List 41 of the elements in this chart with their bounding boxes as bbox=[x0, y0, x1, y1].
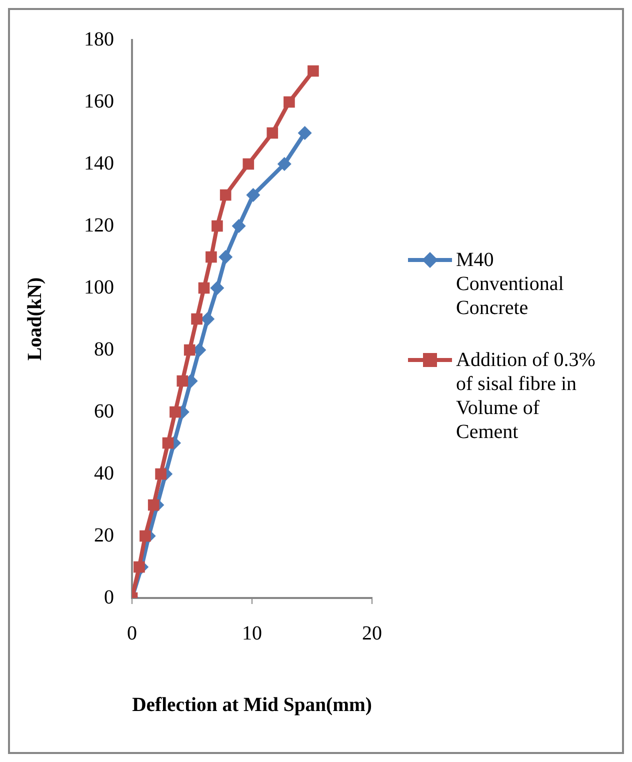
point bbox=[140, 530, 151, 542]
point bbox=[298, 126, 312, 140]
point bbox=[206, 251, 217, 263]
x-tick-label: 10 bbox=[242, 622, 262, 644]
point bbox=[198, 282, 210, 294]
point bbox=[155, 468, 166, 480]
y-tick-label: 0 bbox=[104, 586, 114, 608]
y-tick-label: 20 bbox=[94, 524, 114, 546]
point bbox=[232, 219, 246, 233]
y-tick-label: 60 bbox=[94, 400, 114, 422]
y-tick-label: 100 bbox=[84, 276, 114, 298]
y-axis-title: Load(kN) bbox=[24, 277, 46, 361]
y-tick-label: 180 bbox=[84, 28, 114, 50]
point bbox=[191, 313, 202, 325]
point bbox=[284, 96, 295, 108]
x-tick-label: 20 bbox=[362, 622, 382, 644]
y-tick-label: 40 bbox=[94, 462, 114, 484]
point bbox=[277, 157, 292, 171]
point bbox=[134, 561, 145, 573]
point bbox=[246, 188, 260, 202]
point bbox=[308, 65, 319, 77]
point bbox=[212, 220, 223, 232]
point bbox=[162, 437, 174, 449]
point bbox=[200, 312, 215, 326]
legend-label: Addition of 0.3% of sisal fibre in Volume of Cement bbox=[456, 348, 596, 444]
point bbox=[210, 281, 224, 295]
point bbox=[242, 158, 254, 170]
y-tick-label: 80 bbox=[94, 338, 114, 360]
point bbox=[220, 189, 232, 201]
x-axis-title: Deflection at Mid Span(mm) bbox=[132, 694, 372, 716]
y-tick-label: 140 bbox=[84, 152, 114, 174]
point bbox=[170, 406, 181, 418]
point bbox=[176, 375, 188, 387]
point bbox=[184, 344, 196, 356]
point bbox=[148, 499, 160, 511]
y-tick-label: 120 bbox=[84, 214, 114, 236]
x-tick-label: 0 bbox=[127, 622, 137, 644]
y-tick-label: 160 bbox=[84, 90, 114, 112]
legend-label: M40 Conventional Concrete bbox=[456, 248, 565, 320]
point bbox=[218, 250, 233, 264]
point bbox=[266, 127, 278, 139]
